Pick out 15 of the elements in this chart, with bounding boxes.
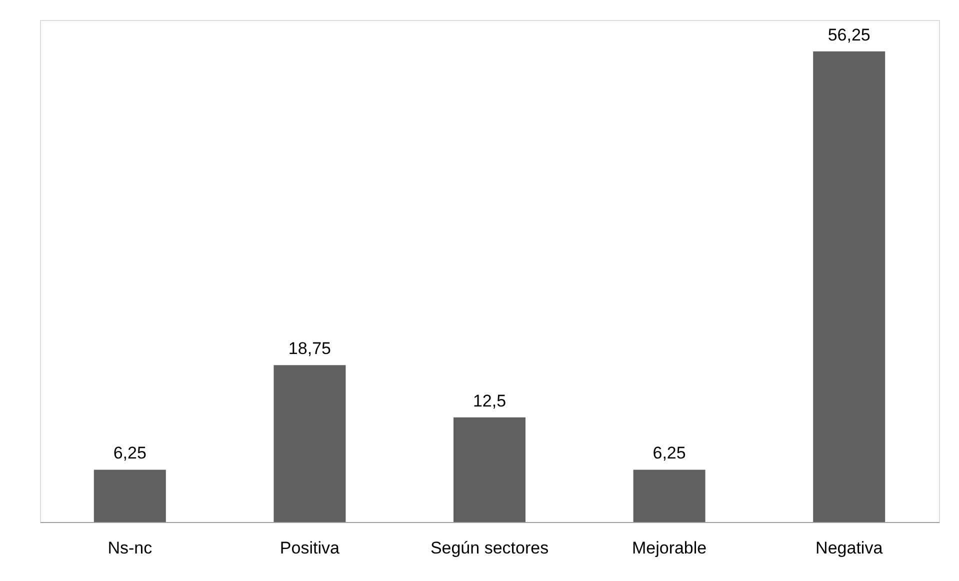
data-label: 6,25 xyxy=(113,444,146,463)
x-tick-label: Mejorable xyxy=(632,538,707,558)
bar xyxy=(454,417,526,522)
x-tick-label: Según sectores xyxy=(430,538,549,558)
data-label: 56,25 xyxy=(828,25,870,44)
bar xyxy=(94,470,166,522)
x-tick-label: Negativa xyxy=(816,538,884,558)
x-tick-label: Ns-nc xyxy=(108,538,153,558)
data-label: 18,75 xyxy=(288,339,331,358)
data-label: 6,25 xyxy=(652,444,686,463)
bar xyxy=(813,51,886,522)
bar xyxy=(274,365,346,522)
bar xyxy=(633,470,706,522)
data-label: 12,5 xyxy=(472,391,506,410)
x-tick-label: Positiva xyxy=(280,538,340,558)
